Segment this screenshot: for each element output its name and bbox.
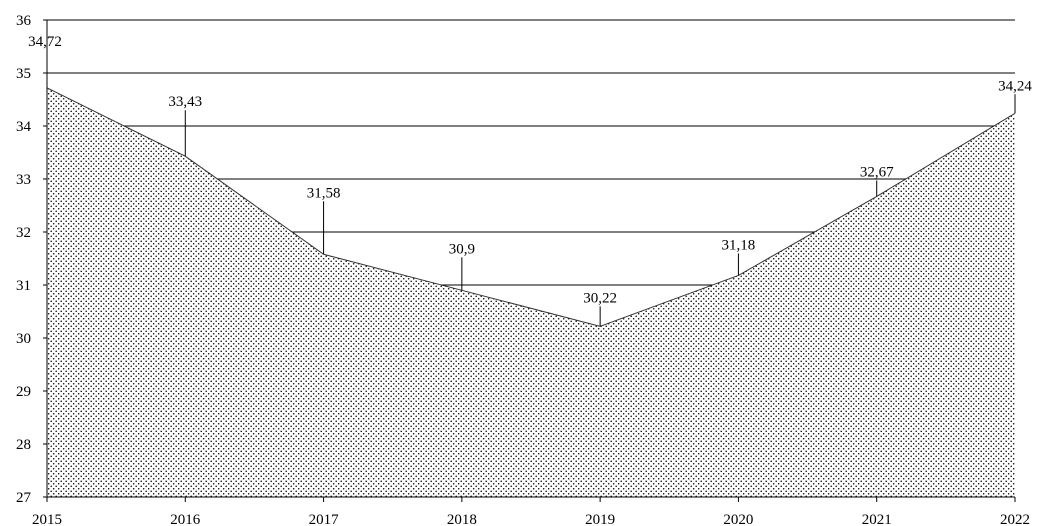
x-tick-label: 2020 bbox=[723, 512, 753, 526]
x-tick-label: 2018 bbox=[447, 512, 477, 526]
data-label: 30,22 bbox=[583, 290, 617, 306]
data-label: 34,24 bbox=[998, 78, 1032, 94]
data-label: 30,9 bbox=[449, 241, 475, 257]
x-tick-label: 2015 bbox=[32, 512, 62, 526]
y-tick-label: 30 bbox=[16, 331, 31, 347]
data-label: 31,58 bbox=[307, 185, 341, 201]
x-tick-label: 2021 bbox=[862, 512, 892, 526]
y-tick-label: 31 bbox=[16, 278, 31, 294]
series-line bbox=[46, 87, 1016, 327]
data-label: 33,43 bbox=[168, 94, 202, 110]
y-tick-label: 35 bbox=[16, 66, 31, 82]
y-tick-label: 33 bbox=[16, 172, 31, 188]
x-tick-label: 2022 bbox=[1000, 512, 1030, 526]
data-label: 31,18 bbox=[722, 237, 756, 253]
y-tick-label: 27 bbox=[16, 490, 32, 506]
y-tick-label: 28 bbox=[16, 437, 31, 453]
data-label: 34,72 bbox=[28, 34, 62, 50]
y-tick-label: 32 bbox=[16, 225, 31, 241]
x-tick-label: 2016 bbox=[170, 512, 201, 526]
y-tick-label: 34 bbox=[16, 119, 32, 135]
x-tick-label: 2019 bbox=[585, 512, 615, 526]
data-label: 32,67 bbox=[860, 164, 894, 180]
x-tick-label: 2017 bbox=[309, 512, 340, 526]
area-fill bbox=[47, 87, 1015, 497]
y-tick-label: 36 bbox=[16, 13, 32, 29]
y-tick-label: 29 bbox=[16, 384, 31, 400]
